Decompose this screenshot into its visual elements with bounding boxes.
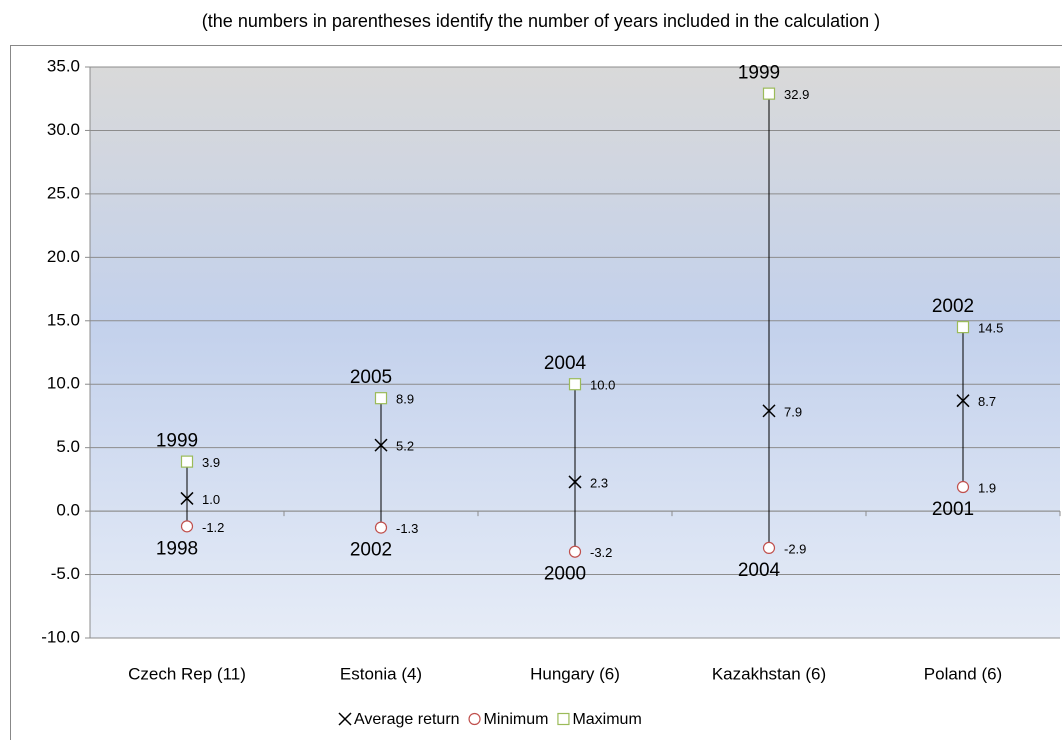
y-tick-label: 10.0	[47, 374, 80, 393]
year-label: 2000	[544, 564, 586, 585]
legend-marker	[558, 714, 569, 725]
legend-label: Maximum	[572, 711, 641, 728]
data-label: 8.9	[396, 392, 414, 407]
data-label: 14.5	[978, 321, 1003, 336]
x-tick-label: Czech Rep (11)	[128, 664, 246, 683]
year-label: 2004	[544, 353, 587, 374]
legend-label: Minimum	[484, 711, 549, 728]
marker-circle	[182, 521, 193, 532]
marker-square	[182, 456, 193, 467]
year-label: 2001	[932, 499, 974, 520]
y-tick-label: 30.0	[47, 120, 80, 139]
y-tick-label: 0.0	[56, 501, 80, 520]
data-label: 7.9	[784, 404, 802, 419]
marker-circle	[764, 542, 775, 553]
x-tick-label: Poland (6)	[924, 664, 1002, 683]
x-tick-label: Hungary (6)	[530, 664, 620, 683]
y-tick-label: -10.0	[41, 627, 80, 646]
marker-circle	[376, 522, 387, 533]
data-label: 8.7	[978, 394, 996, 409]
marker-square	[764, 88, 775, 99]
y-tick-label: 20.0	[47, 247, 80, 266]
data-label: -3.2	[590, 545, 612, 560]
data-label: -1.3	[396, 521, 418, 536]
y-tick-label: 25.0	[47, 183, 80, 202]
marker-circle	[570, 546, 581, 557]
marker-square	[570, 379, 581, 390]
data-label: 3.9	[202, 455, 220, 470]
chart-subtitle: (the numbers in parentheses identify the…	[202, 11, 880, 31]
data-label: -2.9	[784, 541, 806, 556]
year-label: 2004	[738, 560, 781, 581]
year-label: 1998	[156, 538, 198, 559]
data-label: -1.2	[202, 520, 224, 535]
marker-circle	[958, 482, 969, 493]
year-label: 1999	[738, 63, 780, 84]
marker-square	[376, 393, 387, 404]
legend-label: Average return	[354, 711, 460, 728]
data-label: 32.9	[784, 87, 809, 102]
y-tick-label: 35.0	[47, 56, 80, 75]
year-label: 2002	[350, 540, 392, 561]
year-label: 2002	[932, 296, 974, 317]
legend-marker	[469, 714, 480, 725]
data-label: 2.3	[590, 475, 608, 490]
data-label: 1.9	[978, 480, 996, 495]
data-label: 5.2	[396, 439, 414, 454]
x-tick-label: Kazakhstan (6)	[712, 664, 826, 683]
x-tick-label: Estonia (4)	[340, 664, 422, 683]
legend-marker	[339, 713, 351, 725]
y-tick-label: 5.0	[56, 437, 80, 456]
year-label: 1999	[156, 431, 198, 452]
data-label: 1.0	[202, 492, 220, 507]
year-label: 2005	[350, 367, 392, 388]
y-tick-label: 15.0	[47, 310, 80, 329]
marker-square	[958, 322, 969, 333]
y-tick-label: -5.0	[51, 564, 80, 583]
data-label: 10.0	[590, 378, 615, 393]
